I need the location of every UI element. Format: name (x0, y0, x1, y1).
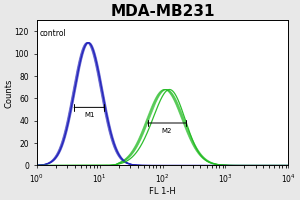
Text: M2: M2 (162, 128, 172, 134)
Y-axis label: Counts: Counts (4, 78, 13, 108)
Text: M1: M1 (84, 112, 94, 118)
Title: MDA-MB231: MDA-MB231 (110, 4, 215, 19)
X-axis label: FL 1-H: FL 1-H (149, 187, 176, 196)
Text: control: control (40, 29, 67, 38)
